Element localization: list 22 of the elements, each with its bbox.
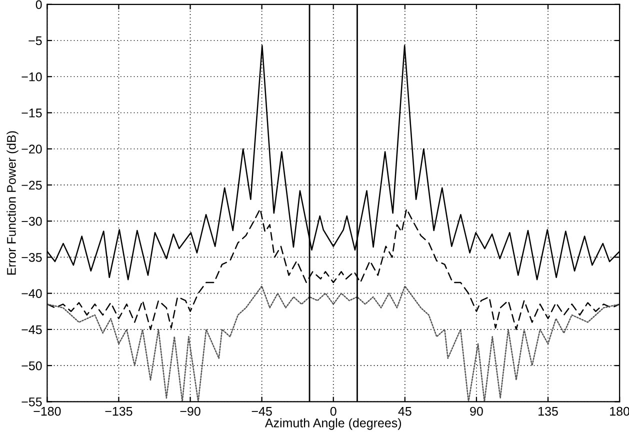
x-tick-label: −45 <box>252 407 272 416</box>
x-tick-label: −135 <box>105 406 132 416</box>
y-tick-label: −20 <box>22 144 42 154</box>
x-axis-title: Azimuth Angle (degrees) <box>264 418 402 430</box>
x-tick-label: 45 <box>398 407 412 416</box>
x-tick-label: 0 <box>330 406 336 416</box>
y-axis-title: Error Function Power (dB) <box>6 131 18 275</box>
y-tick-label: −25 <box>22 180 42 190</box>
y-tick-label: 0 <box>36 0 42 10</box>
x-tick-label: −90 <box>180 406 200 416</box>
x-tick-label: 90 <box>470 406 483 416</box>
y-tick-label: −10 <box>22 72 42 82</box>
y-tick-label: −5 <box>28 36 42 46</box>
y-tick-label: −15 <box>22 108 42 118</box>
x-tick-label: 135 <box>538 406 558 416</box>
x-tick-label: −180 <box>34 406 61 416</box>
y-tick-label: −45 <box>22 325 42 334</box>
y-tick-label: −55 <box>22 398 42 406</box>
y-tick-label: −35 <box>22 253 42 262</box>
y-tick-label: −40 <box>22 289 42 298</box>
y-tick-label: −30 <box>22 216 42 226</box>
y-tick-label: −50 <box>22 361 42 370</box>
